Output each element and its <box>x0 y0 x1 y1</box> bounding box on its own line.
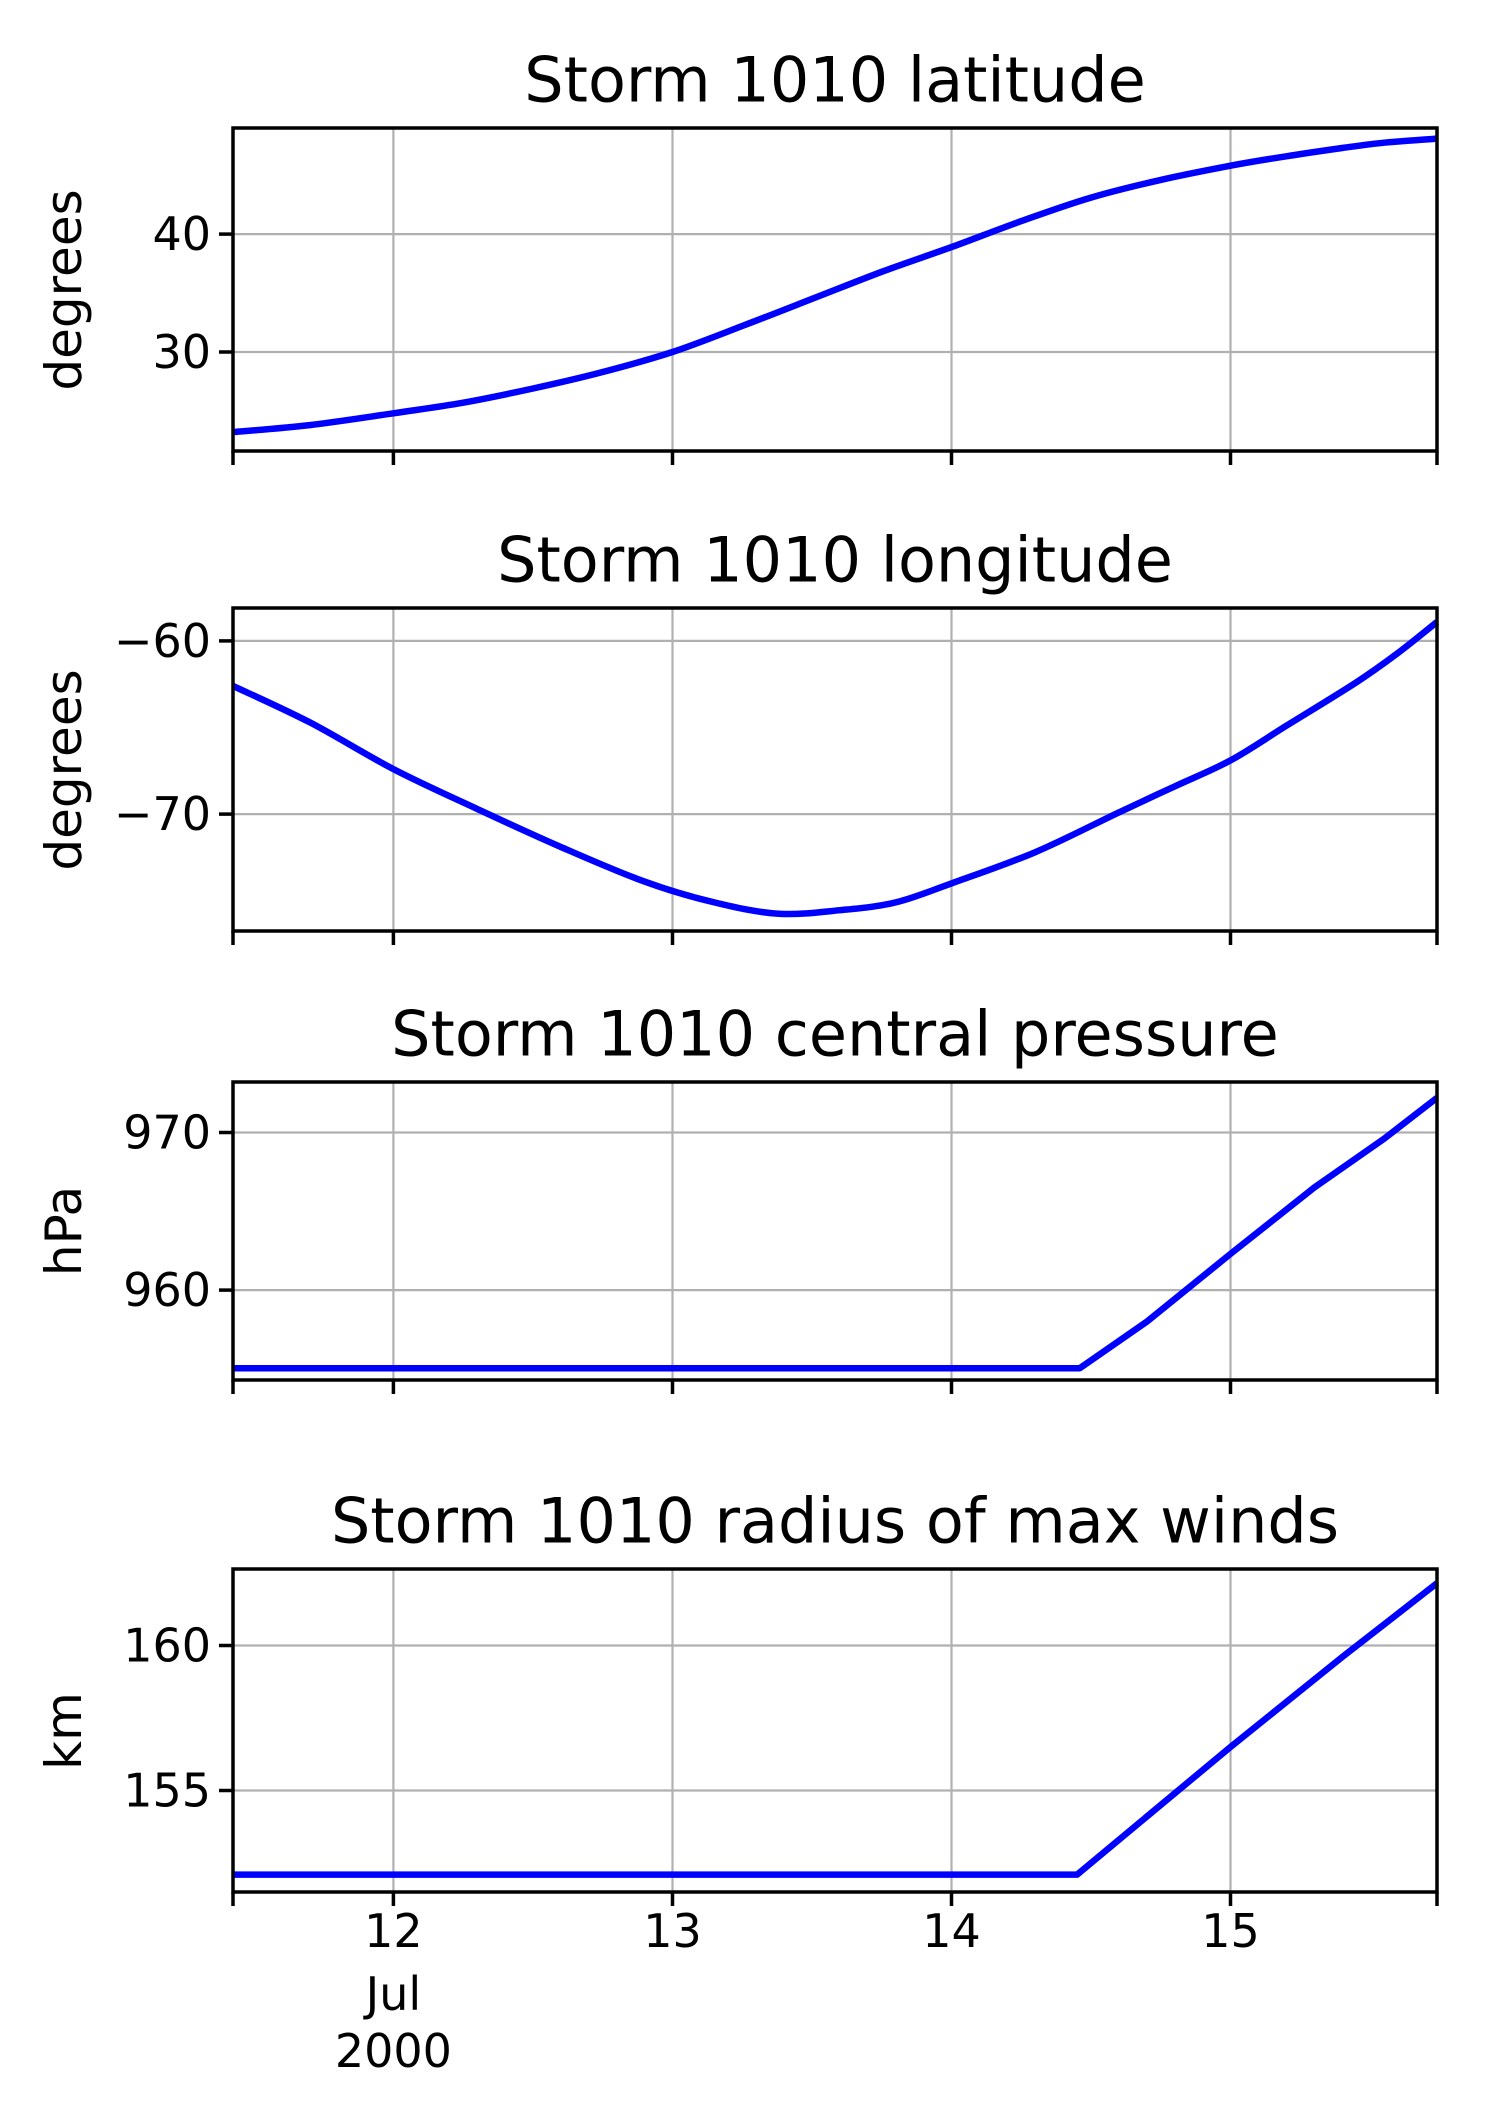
y-axis-label-radius-of-max-winds: km <box>35 1691 93 1770</box>
plot-border-radius-of-max-winds <box>231 1567 1439 1894</box>
x-tick-label-15: 15 <box>1201 1904 1260 1958</box>
y-axis-label-latitude: degrees <box>35 188 93 391</box>
series-line-longitude <box>231 619 1440 918</box>
y-tick-label-radius-of-max-winds-160: 160 <box>123 1619 211 1673</box>
y-tick-label-radius-of-max-winds-155: 155 <box>123 1764 211 1818</box>
x-tick-label-13: 13 <box>643 1904 702 1958</box>
plot-border-longitude <box>231 606 1439 933</box>
x-axis-year-label: 2000 <box>335 2024 452 2078</box>
x-axis-month-label: Jul <box>363 1967 422 2021</box>
chart-title-longitude: Storm 1010 longitude <box>497 523 1173 597</box>
y-tick-label-central-pressure-960: 960 <box>123 1263 211 1317</box>
y-tick-label-longitude-−70: −70 <box>114 787 211 841</box>
plot-border-latitude <box>231 126 1439 453</box>
y-tick-label-central-pressure-970: 970 <box>123 1106 211 1160</box>
y-axis-label-longitude: degrees <box>35 668 93 871</box>
chart-title-central-pressure: Storm 1010 central pressure <box>391 997 1279 1071</box>
y-tick-label-longitude-−60: −60 <box>114 614 211 668</box>
chart-title-radius-of-max-winds: Storm 1010 radius of max winds <box>330 1484 1340 1558</box>
y-tick-label-latitude-30: 30 <box>152 325 211 379</box>
series-line-radius-of-max-winds <box>233 1580 1439 1878</box>
y-tick-label-latitude-40: 40 <box>152 207 211 261</box>
series-line-latitude <box>232 135 1438 436</box>
x-tick-label-12: 12 <box>364 1904 423 1958</box>
series-line-central-pressure <box>233 1095 1439 1372</box>
plot-border-central-pressure <box>231 1080 1439 1382</box>
chart-title-latitude: Storm 1010 latitude <box>524 43 1146 117</box>
y-axis-label-central-pressure: hPa <box>35 1185 93 1277</box>
x-tick-label-14: 14 <box>922 1904 981 1958</box>
